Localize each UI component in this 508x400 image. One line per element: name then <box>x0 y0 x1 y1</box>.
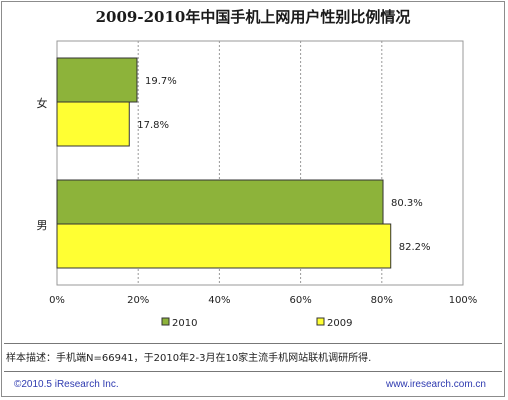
x-tick-label: 60% <box>289 295 311 306</box>
legend: 2010 2009 <box>161 317 352 329</box>
website-text: www.iresearch.com.cn <box>385 379 486 390</box>
data-label: 17.8% <box>137 120 169 131</box>
x-tick-label: 0% <box>49 295 65 306</box>
x-tick-label: 20% <box>127 295 149 306</box>
copyright-text: ©2010.5 iResearch Inc. <box>14 379 119 390</box>
y-category-label: 男 <box>37 219 48 232</box>
x-tick-label: 40% <box>208 295 230 306</box>
bar <box>56 223 392 269</box>
bar <box>56 101 130 147</box>
sample-note: 样本描述：手机端N=66941，于2010年2-3月在10家主流手机网站联机调研… <box>6 353 372 364</box>
y-category-label: 女 <box>37 96 48 110</box>
legend-label: 2010 <box>172 318 197 329</box>
grid-lines <box>56 40 464 286</box>
chart-title: 2009-2010年中国手机上网用户性别比例情况 <box>95 8 411 26</box>
x-tick-label: 80% <box>371 295 393 306</box>
legend-label: 2009 <box>327 318 352 329</box>
x-tick-label: 100% <box>449 295 478 306</box>
data-labels: 19.7% 17.8% 80.3% 82.2% <box>137 76 430 253</box>
data-label: 82.2% <box>399 242 431 253</box>
bar-chart: 19.7% 17.8% 80.3% 82.2% 0% 20% 40% 60% 80% 100% 女… <box>37 40 478 329</box>
legend-swatch <box>161 317 170 326</box>
data-label: 80.3% <box>391 198 423 209</box>
plot-area <box>56 40 464 286</box>
legend-swatch <box>316 317 325 326</box>
bars <box>56 57 392 269</box>
bar <box>56 179 384 225</box>
axes: 0% 20% 40% 60% 80% 100% 女男 <box>37 96 478 306</box>
note-separator <box>4 343 502 344</box>
footer-separator <box>4 371 502 372</box>
bar <box>56 57 138 103</box>
data-label: 19.7% <box>145 76 177 87</box>
